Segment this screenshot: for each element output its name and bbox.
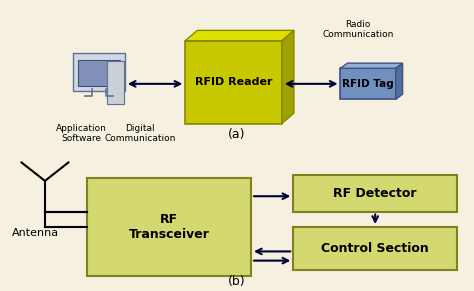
Text: RFID Tag: RFID Tag xyxy=(342,79,394,89)
Text: RF Detector: RF Detector xyxy=(333,187,417,200)
Text: RFID Reader: RFID Reader xyxy=(195,77,272,87)
Text: Control Section: Control Section xyxy=(321,242,429,255)
Polygon shape xyxy=(282,30,294,123)
Polygon shape xyxy=(396,63,402,100)
Text: RF
Transceiver: RF Transceiver xyxy=(128,213,210,241)
FancyBboxPatch shape xyxy=(78,60,120,86)
FancyBboxPatch shape xyxy=(293,175,457,212)
Polygon shape xyxy=(340,63,402,68)
FancyBboxPatch shape xyxy=(107,61,124,104)
Text: (a): (a) xyxy=(228,128,246,141)
Polygon shape xyxy=(185,30,294,41)
FancyBboxPatch shape xyxy=(340,68,396,100)
Text: Radio
Communication: Radio Communication xyxy=(322,20,393,39)
FancyBboxPatch shape xyxy=(185,41,282,123)
FancyBboxPatch shape xyxy=(73,53,125,91)
Text: Application
Software: Application Software xyxy=(56,123,107,143)
FancyBboxPatch shape xyxy=(87,178,251,276)
Text: Digital
Communication: Digital Communication xyxy=(105,123,176,143)
Text: Antenna: Antenna xyxy=(12,228,59,238)
Text: (b): (b) xyxy=(228,275,246,288)
FancyBboxPatch shape xyxy=(293,227,457,270)
